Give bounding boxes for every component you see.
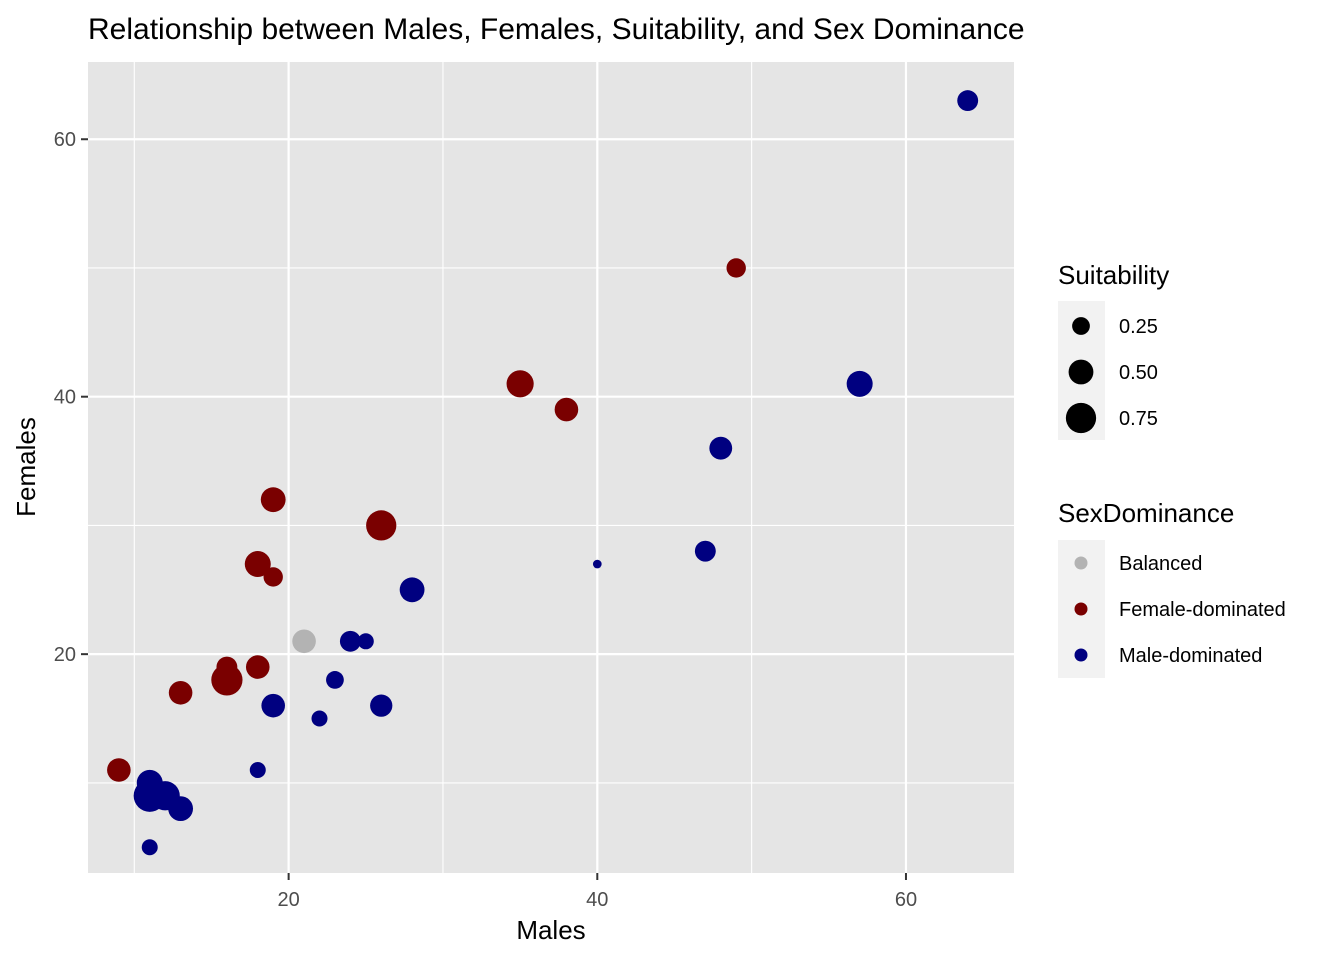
size-legend-label: 0.25 (1119, 316, 1158, 338)
data-point (846, 370, 873, 397)
data-point (249, 762, 266, 779)
y-tick-label: 40 (54, 387, 76, 409)
color-legend-title: SexDominance (1058, 498, 1234, 528)
data-points (107, 90, 979, 856)
data-point (260, 487, 286, 513)
y-tick-label: 60 (54, 129, 76, 151)
data-point (211, 664, 243, 696)
color-legend-key (1074, 556, 1088, 570)
data-point (263, 567, 283, 587)
tick-labels: 20 40 60 20 40 60 (54, 129, 917, 911)
x-tick-label: 40 (586, 889, 608, 911)
color-legend-key (1074, 602, 1088, 616)
size-legend-key (1068, 359, 1094, 385)
data-point (554, 397, 579, 422)
data-point (357, 633, 374, 650)
data-point (339, 630, 361, 652)
size-legend: 0.25 0.50 0.75 (1065, 316, 1158, 434)
plot-panel (88, 62, 1014, 873)
data-point (694, 540, 716, 562)
data-point (506, 370, 534, 398)
data-point (107, 758, 131, 782)
data-point (245, 655, 270, 679)
x-tick-label: 60 (895, 889, 917, 911)
size-legend-title: Suitability (1058, 260, 1169, 290)
y-axis-label: Females (11, 417, 41, 517)
minor-gridlines (88, 62, 1014, 873)
major-gridlines (88, 62, 1014, 873)
data-point (168, 796, 194, 822)
chart-title: Relationship between Males, Females, Sui… (88, 13, 1025, 46)
data-point (168, 680, 193, 705)
x-tick-label: 20 (278, 889, 300, 911)
data-point (261, 693, 285, 718)
data-point (366, 510, 397, 541)
data-point (244, 551, 271, 578)
data-point (311, 710, 328, 727)
x-axis-label: Males (516, 915, 585, 945)
color-legend-label: Male-dominated (1119, 645, 1262, 667)
color-legend-label: Balanced (1119, 553, 1202, 575)
data-point (709, 436, 733, 460)
size-legend-key (1072, 317, 1090, 335)
size-legend-label: 0.75 (1119, 408, 1158, 430)
data-point (399, 577, 425, 603)
data-point (592, 559, 602, 569)
data-point (133, 779, 166, 812)
color-legend-key (1074, 648, 1088, 662)
size-legend-label: 0.50 (1119, 362, 1158, 384)
data-point (370, 694, 393, 717)
data-point (326, 671, 344, 689)
color-legend: Balanced Female-dominated Male-dominated (1074, 553, 1286, 667)
data-point (141, 839, 158, 856)
size-legend-key (1065, 402, 1097, 434)
data-point (957, 90, 979, 112)
data-point (726, 258, 746, 278)
axis-ticks (81, 138, 907, 880)
data-point (292, 629, 316, 654)
y-tick-label: 20 (54, 644, 76, 666)
color-legend-label: Female-dominated (1119, 599, 1286, 621)
